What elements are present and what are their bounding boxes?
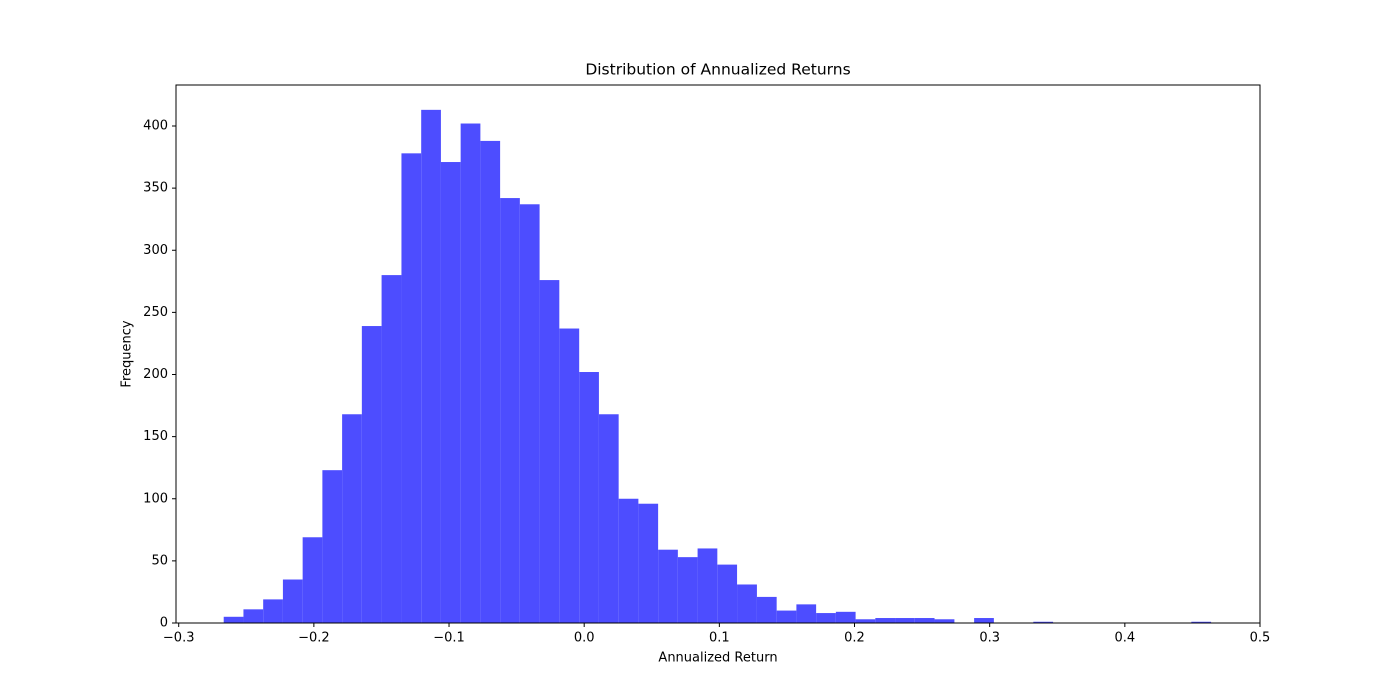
x-tick-label: −0.1 xyxy=(433,631,465,646)
bar xyxy=(756,596,777,623)
bar xyxy=(638,503,659,623)
y-tick-label: 400 xyxy=(143,119,168,134)
x-tick-label: 0.2 xyxy=(844,631,865,646)
x-tick-label: −0.2 xyxy=(298,631,330,646)
bar xyxy=(539,280,560,623)
bar xyxy=(677,557,698,623)
bar xyxy=(974,618,994,623)
bar xyxy=(263,599,283,623)
bar xyxy=(282,579,303,623)
bar xyxy=(835,611,856,623)
y-tick-label: 100 xyxy=(143,491,168,506)
bar xyxy=(460,123,481,623)
bar xyxy=(914,618,935,623)
bar xyxy=(895,618,915,623)
y-tick-label: 200 xyxy=(143,367,168,382)
y-tick-label: 350 xyxy=(143,181,168,196)
bar xyxy=(243,609,264,623)
bar xyxy=(737,584,757,623)
bar xyxy=(796,604,817,623)
y-tick-label: 250 xyxy=(143,305,168,320)
x-tick-label: 0.3 xyxy=(979,631,1000,646)
y-axis-label: Frequency xyxy=(120,320,135,387)
bar xyxy=(342,414,362,623)
bar xyxy=(875,618,896,623)
bar xyxy=(500,198,520,624)
x-tick-label: 0.0 xyxy=(574,631,595,646)
y-tick-label: 150 xyxy=(143,429,168,444)
plot-frame xyxy=(175,84,1261,624)
bar xyxy=(361,326,382,623)
bar xyxy=(223,616,244,623)
bar xyxy=(302,537,323,623)
bar xyxy=(480,140,501,624)
x-tick-label: 0.1 xyxy=(709,631,730,646)
bar xyxy=(658,549,678,623)
bar xyxy=(440,162,461,623)
x-tick-label: 0.5 xyxy=(1250,631,1271,646)
bar xyxy=(934,619,955,623)
bar xyxy=(421,109,441,624)
bar xyxy=(855,619,876,623)
bar xyxy=(381,275,402,623)
bar xyxy=(816,613,836,623)
bar xyxy=(401,153,422,623)
bar xyxy=(598,414,619,623)
bar xyxy=(322,470,343,623)
y-tick-label: 300 xyxy=(143,243,168,258)
bar xyxy=(579,372,599,623)
bar xyxy=(1191,621,1212,623)
bar xyxy=(559,328,580,623)
x-tick-label: −0.3 xyxy=(163,631,195,646)
bar xyxy=(717,564,738,623)
x-tick-label: 0.4 xyxy=(1114,631,1135,646)
bar xyxy=(697,548,718,623)
bar xyxy=(618,498,639,623)
bar xyxy=(776,610,797,623)
bar xyxy=(1033,621,1054,623)
y-tick-label: 0 xyxy=(160,616,168,631)
y-tick-label: 50 xyxy=(151,553,168,568)
x-axis-label: Annualized Return xyxy=(658,651,777,666)
bar xyxy=(519,204,540,623)
chart-title: Distribution of Annualized Returns xyxy=(585,61,850,79)
